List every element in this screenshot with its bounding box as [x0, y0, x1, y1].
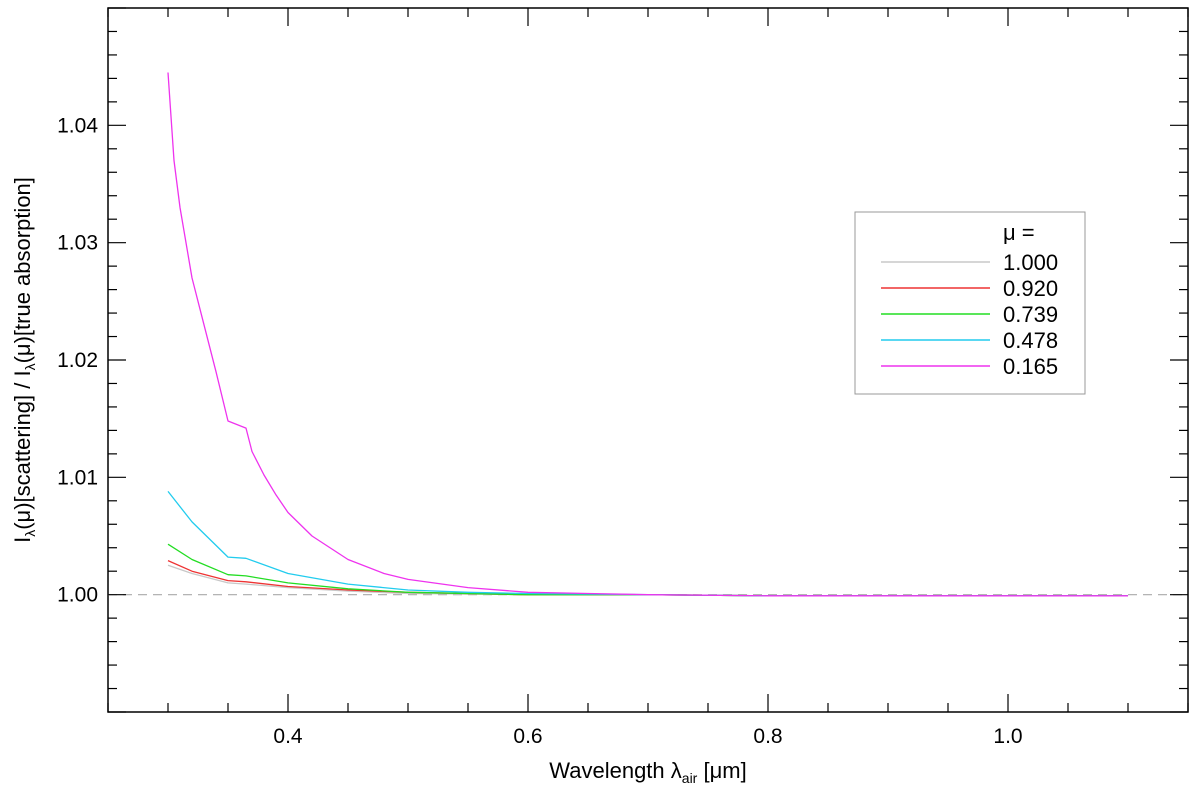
series-line-1.000: [167, 564, 1128, 597]
plot-area: [107, 7, 1189, 713]
legend-label: 1.000: [1003, 250, 1058, 275]
x-tick-label: 0.6: [513, 725, 542, 748]
ticks-group: [107, 7, 1189, 713]
x-axis-title-sub: air: [682, 770, 698, 786]
y-axis-title-part: I: [10, 537, 35, 543]
legend-title: μ =: [1003, 220, 1035, 245]
y-axis-title: Iλ(μ)[scattering] / Iλ(μ)[true absorptio…: [10, 177, 38, 543]
x-tick-label: 1.0: [993, 725, 1022, 748]
legend-label: 0.920: [1003, 276, 1058, 301]
x-axis-title: Wavelength λair [μm]: [549, 758, 746, 786]
x-tick-label: 0.8: [753, 725, 782, 748]
y-axis-title-sub: λ: [22, 363, 38, 370]
series-group: [167, 72, 1128, 597]
y-tick-label: 1.01: [57, 466, 98, 489]
y-tick-label: 1.00: [57, 584, 98, 607]
y-tick-label: 1.04: [57, 114, 98, 137]
y-axis-title-sub: λ: [22, 530, 38, 537]
legend-box: [854, 211, 1086, 395]
legend-label: 0.739: [1003, 302, 1058, 327]
x-axis-title-tail: [μm]: [697, 758, 746, 783]
y-axis-title-part: (μ)[true absorption]: [10, 177, 35, 363]
y-axis-title-part: (μ)[scattering] / I: [10, 370, 35, 529]
legend-label: 0.478: [1003, 328, 1058, 353]
y-tick-label: 1.03: [57, 232, 98, 255]
tick-labels: 0.4 0.6 0.8 1.0 1.00 1.01 1.02 1.03 1.04: [57, 114, 1022, 748]
series-line-0.478: [167, 490, 1128, 597]
y-tick-label: 1.02: [57, 349, 98, 372]
series-line-0.165: [167, 72, 1128, 597]
legend-label: 0.165: [1003, 354, 1058, 379]
x-tick-label: 0.4: [273, 725, 303, 748]
x-axis-title-main: Wavelength λ: [549, 758, 681, 783]
